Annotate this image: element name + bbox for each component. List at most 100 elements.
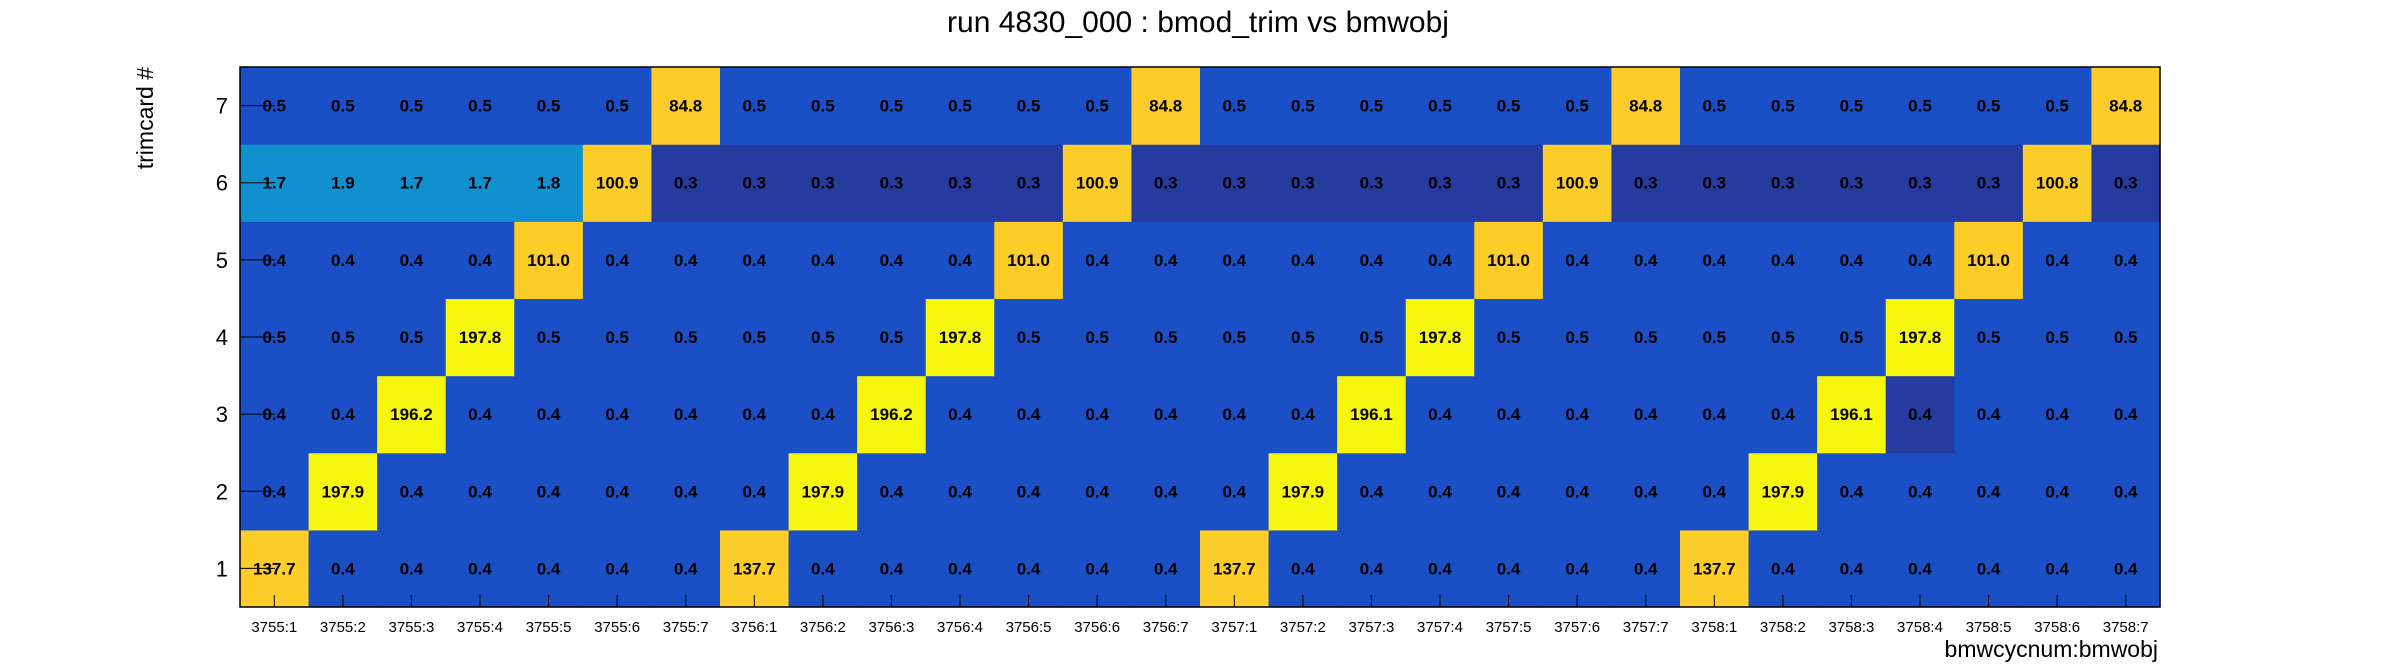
- heatmap-cell: [1817, 144, 1887, 222]
- heatmap-cell: [1954, 452, 2024, 531]
- cell-value-label: 0.4: [468, 251, 492, 270]
- heatmap-cell: [445, 298, 515, 377]
- cell-value-label: 0.5: [1840, 328, 1864, 347]
- heatmap-cell: [1131, 67, 1201, 145]
- cell-value-label: 197.9: [1282, 482, 1325, 501]
- heatmap-cell: [925, 452, 995, 531]
- heatmap-cell: [925, 375, 995, 454]
- heatmap-cell: [1200, 375, 1270, 454]
- heatmap-cell: [1748, 67, 1818, 145]
- x-tick-label: 3755:2: [320, 619, 366, 636]
- heatmap-cell: [994, 144, 1064, 222]
- heatmap-cell: [1611, 144, 1681, 222]
- heatmap-cell: [1680, 529, 1750, 608]
- cell-value-label: 0.3: [880, 174, 904, 193]
- cell-value-label: 0.4: [1565, 559, 1589, 578]
- heatmap-cell: [720, 67, 790, 145]
- cell-value-label: 0.3: [1977, 174, 2001, 193]
- cell-value-label: 0.4: [1565, 405, 1589, 424]
- cell-value-label: 0.5: [1017, 328, 1041, 347]
- x-tick-label: 3757:3: [1348, 619, 1394, 636]
- cell-value-label: 0.4: [742, 482, 766, 501]
- cell-value-label: 0.4: [1291, 559, 1315, 578]
- cell-value-label: 0.4: [1908, 482, 1932, 501]
- y-tick-label: 6: [216, 171, 228, 196]
- heatmap-cell: [1817, 67, 1887, 145]
- heatmap-cell: [720, 452, 790, 531]
- heatmap-cell: [2091, 375, 2161, 454]
- heatmap-cell: [445, 529, 515, 608]
- cell-value-label: 0.3: [1840, 174, 1864, 193]
- heatmap-cell: [1268, 67, 1338, 145]
- heatmap-cell: [582, 67, 653, 145]
- cell-value-label: 0.3: [742, 174, 766, 193]
- cell-value-label: 0.4: [1634, 482, 1658, 501]
- cell-value-label: 0.4: [2114, 482, 2138, 501]
- cell-value-label: 0.4: [1360, 482, 1384, 501]
- heatmap-cell: [1817, 221, 1887, 300]
- heatmap-cell: [857, 452, 927, 531]
- x-tick-label: 3757:6: [1554, 619, 1600, 636]
- cell-value-label: 100.9: [1556, 174, 1599, 193]
- cell-value-label: 0.5: [1908, 97, 1932, 116]
- cell-value-label: 100.9: [596, 174, 639, 193]
- heatmap-cells: [240, 67, 2161, 608]
- heatmap-cell: [1268, 375, 1338, 454]
- heatmap-cell: [788, 529, 858, 608]
- cell-value-label: 197.9: [1762, 482, 1805, 501]
- heatmap-cell: [1817, 529, 1887, 608]
- cell-value-label: 0.3: [1702, 174, 1726, 193]
- heatmap-cell: [445, 144, 515, 222]
- heatmap-cell: [582, 298, 653, 377]
- cell-value-label: 0.4: [1840, 482, 1864, 501]
- heatmap-cell: [857, 221, 927, 300]
- cell-value-label: 0.5: [1085, 97, 1109, 116]
- cell-value-label: 0.5: [537, 97, 561, 116]
- cell-value-label: 0.4: [1291, 251, 1315, 270]
- heatmap-cell: [720, 375, 790, 454]
- x-tick-label: 3758:7: [2103, 619, 2149, 636]
- heatmap-cell: [1680, 298, 1750, 377]
- x-tick-label: 3758:5: [1966, 619, 2012, 636]
- heatmap-cell: [1268, 452, 1338, 531]
- cell-value-label: 0.3: [1771, 174, 1795, 193]
- heatmap-cell: [1611, 452, 1681, 531]
- heatmap-cell: [1405, 221, 1475, 300]
- heatmap-cell: [994, 67, 1064, 145]
- heatmap-cell: [582, 452, 653, 531]
- heatmap-cell: [2022, 221, 2093, 300]
- heatmap-cell: [1680, 221, 1750, 300]
- heatmap-cell: [1542, 529, 1613, 608]
- cell-value-label: 0.4: [1565, 482, 1589, 501]
- heatmap-cell: [1611, 529, 1681, 608]
- cell-value-label: 0.5: [2045, 328, 2069, 347]
- heatmap-cell: [1954, 144, 2024, 222]
- cell-value-label: 0.5: [880, 328, 904, 347]
- heatmap-cell: [1885, 529, 1955, 608]
- cell-value-label: 137.7: [1693, 559, 1736, 578]
- cell-value-label: 0.4: [1017, 482, 1041, 501]
- cell-value-label: 0.5: [742, 328, 766, 347]
- heatmap-cell: [651, 221, 721, 300]
- cell-value-label: 0.4: [1771, 251, 1795, 270]
- heatmap-cell: [2091, 529, 2161, 608]
- heatmap-cell: [1062, 67, 1133, 145]
- cell-value-label: 0.4: [605, 482, 629, 501]
- cell-value-label: 0.4: [1222, 482, 1246, 501]
- heatmap-cell: [1817, 452, 1887, 531]
- heatmap-cell: [1474, 298, 1544, 377]
- cell-value-label: 137.7: [733, 559, 776, 578]
- heatmap-cell: [1337, 452, 1407, 531]
- cell-value-label: 0.4: [1565, 251, 1589, 270]
- heatmap-cell: [308, 529, 378, 608]
- heatmap-cell: [1405, 375, 1475, 454]
- cell-value-label: 0.5: [1154, 328, 1178, 347]
- cell-value-label: 0.5: [1771, 328, 1795, 347]
- cell-value-label: 137.7: [1213, 559, 1256, 578]
- cell-value-label: 0.4: [1017, 559, 1041, 578]
- cell-value-label: 101.0: [1007, 251, 1050, 270]
- cell-value-label: 197.8: [1899, 328, 1942, 347]
- cell-value-label: 0.4: [1085, 251, 1109, 270]
- heatmap-cell: [1337, 529, 1407, 608]
